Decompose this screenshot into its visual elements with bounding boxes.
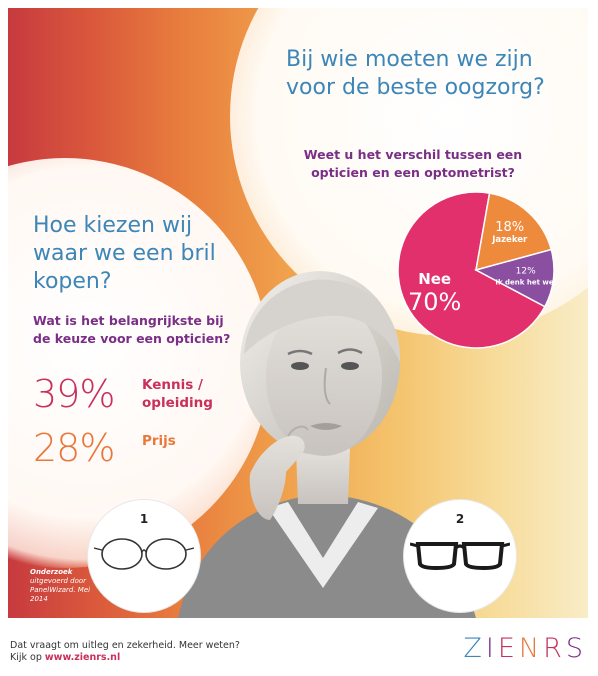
- footer-line-2: Kijk op www.zienrs.nl: [10, 652, 410, 664]
- logo-letter-6: S: [565, 633, 584, 664]
- pie-slice-jazeker: [475, 192, 553, 272]
- pie-label-name: Nee: [418, 270, 451, 288]
- round-wire-glasses-icon: [94, 538, 194, 570]
- pie-label-name: Jazeker: [491, 235, 528, 245]
- pie-label-value: 12%: [516, 267, 536, 277]
- pie-slice-nee: [397, 191, 546, 349]
- logo-letter-3: E: [497, 633, 516, 664]
- left-title: Hoe kiezen wij waar we een bril kopen?: [33, 213, 216, 294]
- pie-label-value: 70%: [408, 288, 461, 316]
- stat-knowledge-percent: 39%: [33, 372, 115, 416]
- woman-thinking-image: [178, 271, 476, 618]
- footer-text: Dat vraagt om uitleg en zekerheid. Meer …: [10, 640, 410, 664]
- glasses-number-1: 1: [139, 512, 149, 526]
- footer-line-2-prefix: Kijk op: [10, 652, 45, 663]
- left-question: Wat is het belangrijkste bij de keuze vo…: [33, 313, 231, 346]
- right-question: Weet u het verschil tussen een opticien …: [303, 147, 523, 180]
- glasses-option-1: 1: [88, 500, 200, 612]
- website-link[interactable]: www.zienrs.nl: [44, 652, 121, 663]
- pie-label-value: 18%: [495, 220, 524, 235]
- poster-background: Bij wie moeten we zijn voor de beste oog…: [8, 8, 588, 618]
- logo-letter-5: R: [543, 633, 563, 664]
- logo-letter-4: N: [518, 633, 541, 664]
- footer-line-1: Dat vraagt om uitleg en zekerheid. Meer …: [10, 640, 240, 651]
- stat-knowledge-label: Kennis / opleiding: [142, 377, 213, 411]
- research-note: Onderzoek uitgevoerd door PanelWizard. M…: [30, 568, 100, 604]
- research-note-title: Onderzoek: [30, 568, 73, 576]
- research-note-text: uitgevoerd door PanelWizard. Mei 2014: [30, 577, 91, 603]
- glasses-number-2: 2: [455, 512, 465, 526]
- stat-price-label: Prijs: [142, 433, 176, 449]
- right-title: Bij wie moeten we zijn voor de beste oog…: [286, 47, 545, 100]
- rectangular-black-glasses-icon: [410, 542, 510, 571]
- logo-letter-1: Z: [463, 633, 483, 664]
- stat-price-percent: 28%: [33, 426, 115, 470]
- pie-label-name: Ik denk het wel: [495, 279, 556, 287]
- pie-slice-ik-denk-het-wel: [473, 248, 555, 308]
- pie-label-ik-denk-het-wel: 12% Ik denk het wel: [495, 267, 556, 287]
- glasses-option-2: 2: [404, 500, 516, 612]
- logo-letter-2: I: [485, 633, 495, 664]
- pie-label-jazeker: 18%Jazeker: [491, 220, 528, 245]
